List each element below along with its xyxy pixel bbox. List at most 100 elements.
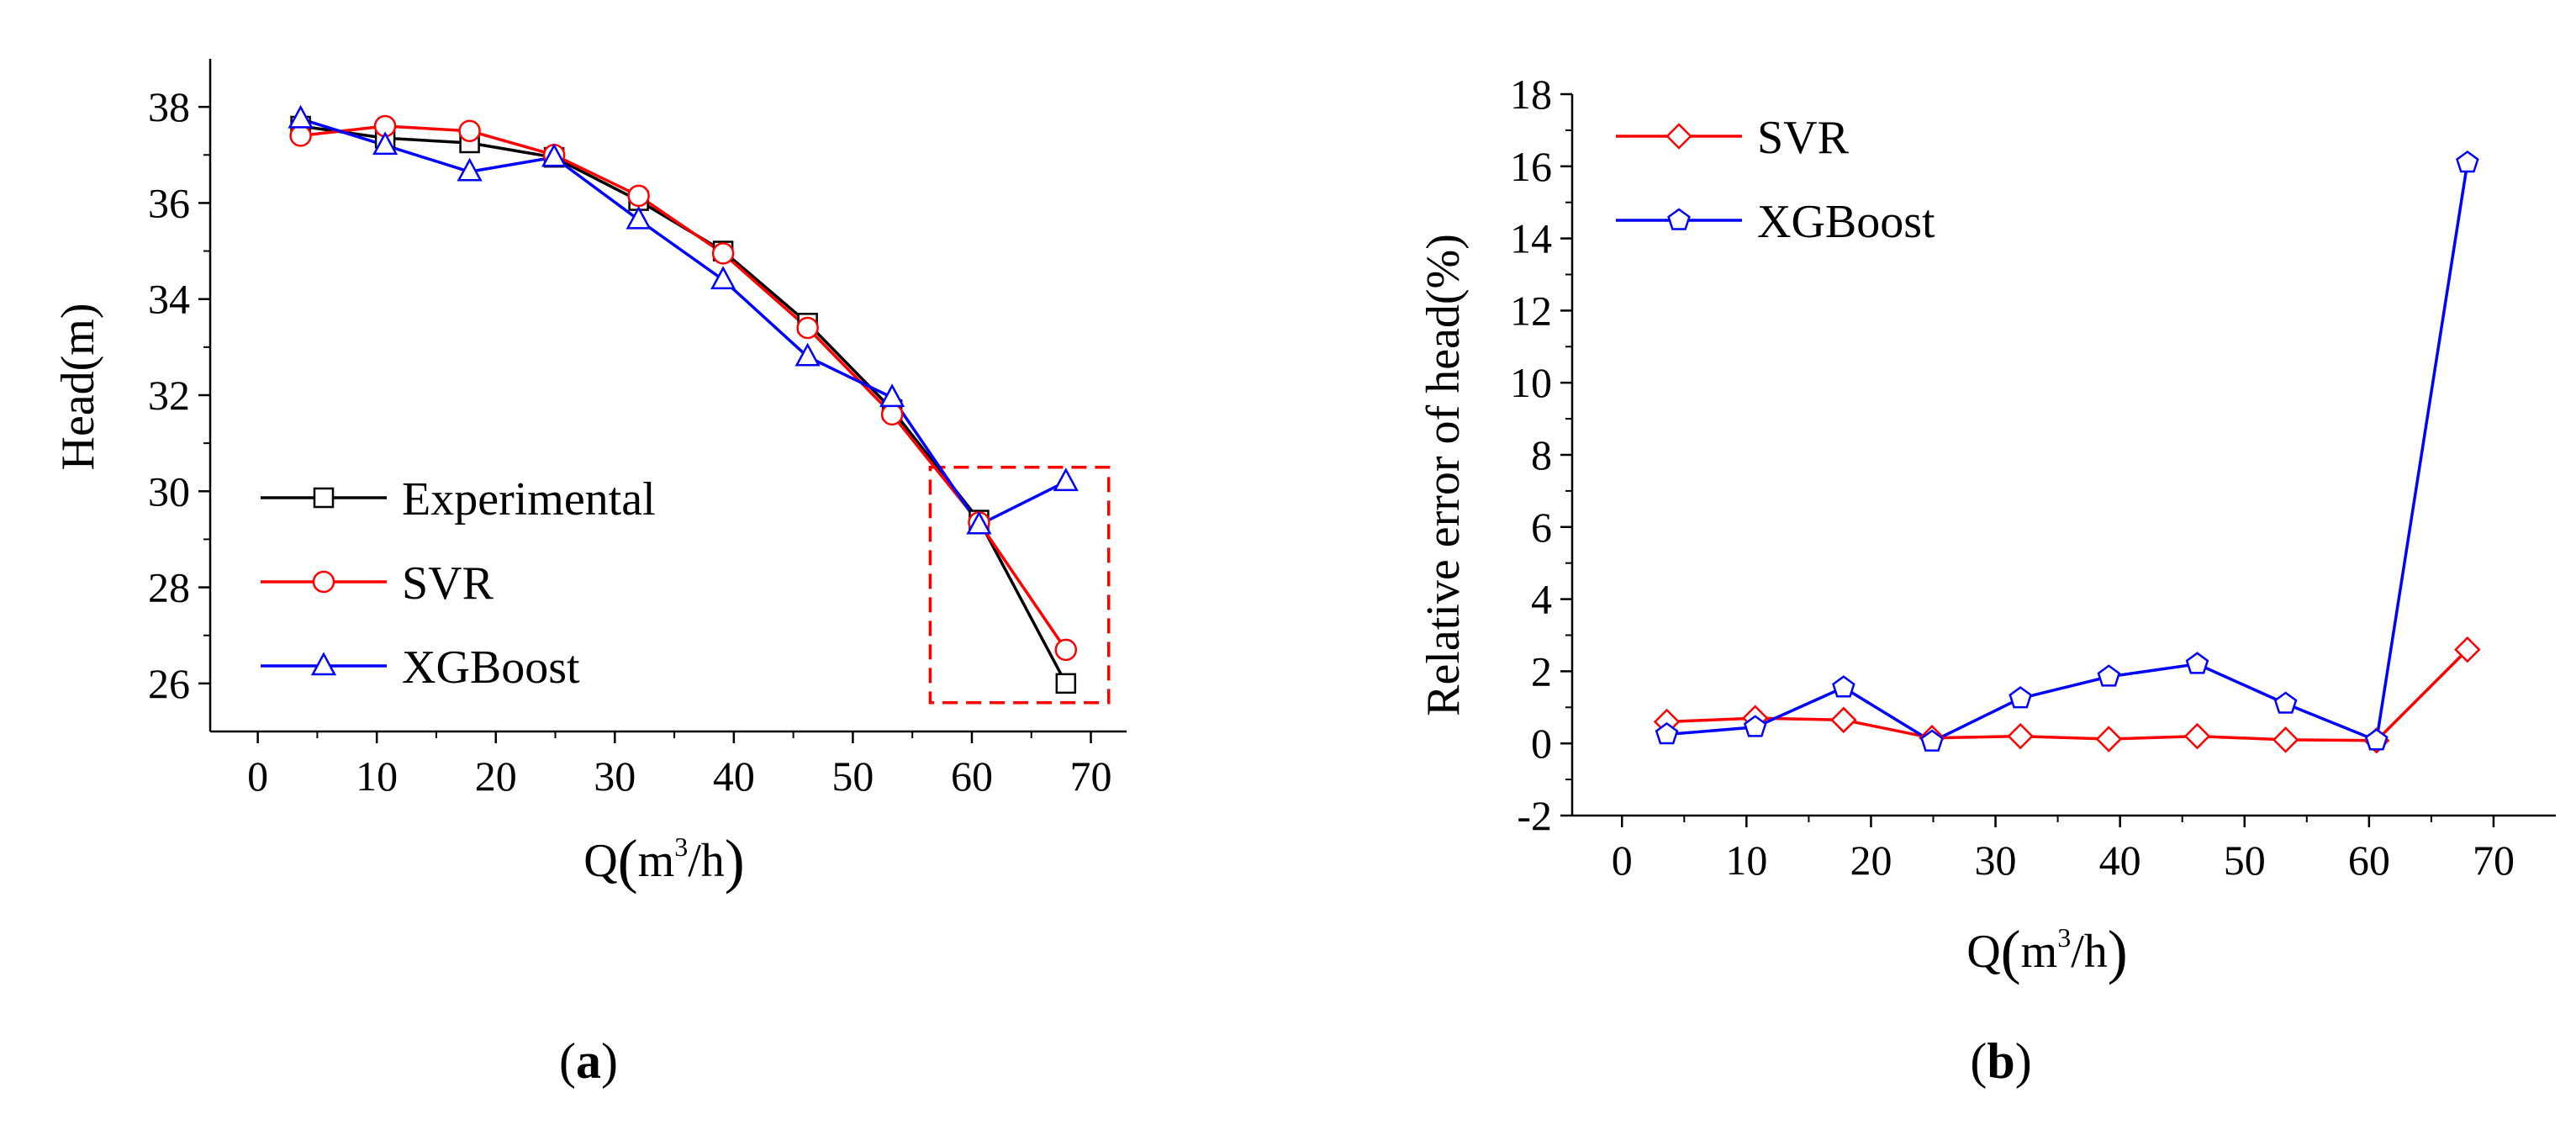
data-point-xgboost — [626, 205, 652, 230]
data-point-xgboost — [1920, 729, 1944, 752]
y-tick-label: 30 — [148, 467, 190, 515]
data-point-xgboost — [372, 131, 399, 156]
data-point-xgboost — [541, 143, 567, 167]
data-point-xgboost — [1053, 467, 1079, 492]
panel-b-y-axis-title: Relative error of head(%) — [1417, 234, 1470, 716]
data-point-xgboost — [2185, 652, 2209, 674]
x-tick-label: 10 — [1725, 837, 1767, 884]
panel-b-label-letter: b — [1987, 1033, 2014, 1089]
series-line-xgboost — [1666, 162, 2469, 743]
panel-a-label-letter: a — [576, 1033, 601, 1089]
x-tick-label: 60 — [951, 752, 993, 800]
y-tick-label: 0 — [1531, 720, 1552, 767]
data-point-xgboost — [1832, 675, 1855, 698]
x-tick-label: 70 — [2473, 837, 2515, 884]
x-tick-label: 0 — [1612, 837, 1633, 884]
panel-b-x-title-sup: 3 — [2057, 922, 2071, 953]
data-point-svr — [1054, 638, 1078, 662]
data-point-xgboost — [966, 510, 992, 535]
x-tick-label: 60 — [2348, 837, 2390, 884]
panel-b-legend: SVR XGBoost — [1616, 112, 1935, 248]
panel-b-series — [1653, 150, 2481, 754]
x-tick-label: 40 — [713, 752, 755, 800]
panel-a-series — [288, 104, 1079, 694]
panel-a-x-title-prefix: Q — [583, 835, 617, 887]
y-tick-label: 16 — [1510, 143, 1552, 190]
x-tick-label: 0 — [247, 752, 268, 800]
panel-b-x-axis-title: Q(m3/h) — [1966, 918, 2128, 985]
legend-marker-experimental — [313, 487, 335, 509]
panel-b-chart: 0 10 20 30 40 50 60 70 -2 0 2 4 6 8 10 12 14 16 18 SVR XGBo… — [1417, 71, 2556, 1089]
y-tick-label: 26 — [148, 660, 190, 707]
panel-a-ticks: 0 10 20 30 40 50 60 70 26 28 30 32 34 36 38 — [148, 83, 1112, 800]
data-point-xgboost — [2097, 664, 2121, 687]
data-point-svr — [2007, 722, 2034, 750]
data-point-svr — [2454, 636, 2481, 663]
y-tick-label: 32 — [148, 372, 190, 419]
data-point-xgboost — [2364, 728, 2389, 751]
data-point-svr — [458, 119, 481, 142]
panel-b-x-title-prefix: Q — [1966, 926, 2000, 978]
data-point-svr — [711, 242, 735, 265]
x-tick-label: 40 — [2099, 837, 2141, 884]
x-tick-label: 10 — [356, 752, 398, 800]
data-point-xgboost — [710, 266, 736, 290]
y-tick-label: -2 — [1517, 792, 1552, 839]
panel-a-annotations — [928, 465, 1111, 705]
x-tick-label: 50 — [2224, 837, 2266, 884]
panel-b-x-title-base: m — [2021, 926, 2058, 978]
panel-b-ticks: 0 10 20 30 40 50 60 70 -2 0 2 4 6 8 10 12 14 16 18 — [1510, 71, 2515, 884]
data-point-xgboost — [794, 342, 821, 367]
panel-a-x-title-sup: 3 — [674, 832, 688, 862]
series-line-xgboost — [300, 117, 1067, 527]
y-tick-label: 10 — [1510, 359, 1552, 406]
panel-a-label-open: ( — [559, 1033, 576, 1089]
x-tick-label: 30 — [594, 752, 636, 800]
data-point-experimental — [1055, 673, 1077, 694]
x-tick-label: 20 — [1850, 837, 1892, 884]
x-tick-label: 50 — [831, 752, 874, 800]
x-tick-label: 30 — [1975, 837, 2017, 884]
data-point-svr — [796, 316, 819, 340]
data-point-xgboost — [879, 383, 905, 408]
data-point-svr — [2272, 726, 2299, 753]
y-tick-label: 14 — [1510, 215, 1552, 262]
series-line-svr — [300, 124, 1068, 651]
panel-a-legend: Experimental SVR XGBoost — [261, 473, 656, 694]
data-point-svr — [1830, 706, 1857, 734]
x-tick-label: 70 — [1070, 752, 1112, 800]
data-point-svr — [880, 403, 904, 426]
y-tick-label: 6 — [1531, 504, 1552, 551]
data-point-xgboost — [1743, 715, 1767, 737]
y-tick-label: 38 — [148, 83, 190, 130]
data-point-svr — [2095, 726, 2123, 752]
legend-marker-svr — [312, 570, 335, 594]
panel-a-x-title-rest: /h — [688, 835, 725, 887]
y-tick-label: 2 — [1531, 647, 1552, 694]
legend-label-experimental: Experimental — [402, 473, 656, 525]
legend-label-svr: SVR — [402, 557, 494, 610]
panel-b-label: (b) — [1970, 1033, 2031, 1089]
panel-b-label-close: ) — [2015, 1033, 2032, 1089]
panel-b-x-title-close: ) — [2108, 918, 2128, 985]
legend-label-svr: SVR — [1757, 112, 1850, 164]
legend-marker-svr — [1665, 123, 1692, 150]
y-tick-label: 12 — [1510, 287, 1552, 334]
data-point-svr — [289, 124, 312, 147]
y-tick-label: 18 — [1510, 71, 1552, 118]
data-point-xgboost — [2456, 150, 2479, 173]
panel-a-label: (a) — [559, 1033, 618, 1089]
panel-a-x-title-base: m — [638, 835, 675, 887]
y-tick-label: 34 — [148, 276, 190, 323]
panel-a-y-axis-title: Head(m) — [52, 303, 104, 470]
panel-a-x-axis-title: Q(m3/h) — [583, 827, 745, 895]
panel-b-label-open: ( — [1970, 1033, 1987, 1089]
panel-b-x-title-open: ( — [2001, 918, 2021, 985]
data-point-xgboost — [457, 157, 483, 182]
panel-a-x-title-open: ( — [618, 827, 638, 895]
series-line-svr — [1666, 648, 2469, 742]
panel-a-x-title-close: ) — [725, 827, 745, 895]
legend-marker-xgboost — [1667, 208, 1691, 230]
panel-a-label-close: ) — [601, 1033, 618, 1089]
